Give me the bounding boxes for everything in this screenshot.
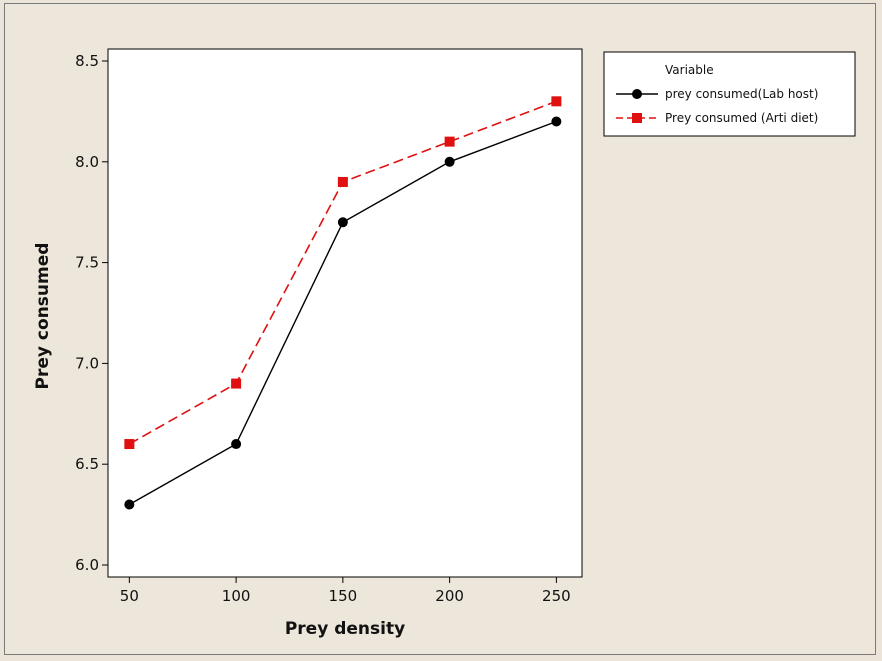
plot-area (107, 48, 583, 578)
y-tick-label: 6.5 (75, 455, 99, 473)
y-tick-label: 6.0 (75, 556, 99, 574)
legend-marker (632, 89, 642, 99)
y-axis-title: Prey consumed (33, 243, 53, 390)
x-axis-title: Prey density (285, 619, 405, 639)
x-tick-label: 250 (542, 587, 571, 605)
series-layer (124, 96, 562, 510)
y-axis: 6.0 6.5 7.0 7.5 8.0 8.5 (75, 52, 108, 574)
x-tick-label: 200 (435, 587, 464, 605)
y-tick-label: 7.0 (75, 354, 99, 372)
data-point (551, 116, 562, 127)
data-point (337, 176, 348, 187)
x-axis: 50 100 150 200 250 (120, 577, 571, 605)
x-tick-label: 50 (120, 587, 139, 605)
data-point (551, 96, 562, 107)
data-point (231, 378, 242, 389)
x-tick-label: 150 (329, 587, 358, 605)
legend-title: Variable (665, 63, 714, 77)
data-point (231, 439, 242, 450)
data-point (337, 217, 348, 228)
legend-box (603, 51, 856, 137)
legend-label: Prey consumed (Arti diet) (665, 111, 818, 125)
legend-label: prey consumed(Lab host) (665, 87, 818, 101)
data-point (124, 439, 135, 450)
legend: Variable prey consumed(Lab host) Prey con… (603, 51, 856, 137)
y-tick-label: 7.5 (75, 254, 99, 272)
data-point (124, 499, 135, 510)
legend-marker (632, 113, 642, 123)
x-tick-label: 100 (222, 587, 251, 605)
data-point (444, 136, 455, 147)
legend-items: prey consumed(Lab host) Prey consumed (Ar… (616, 87, 818, 125)
data-point (444, 156, 455, 167)
y-tick-label: 8.0 (75, 153, 99, 171)
y-tick-label: 8.5 (75, 52, 99, 70)
